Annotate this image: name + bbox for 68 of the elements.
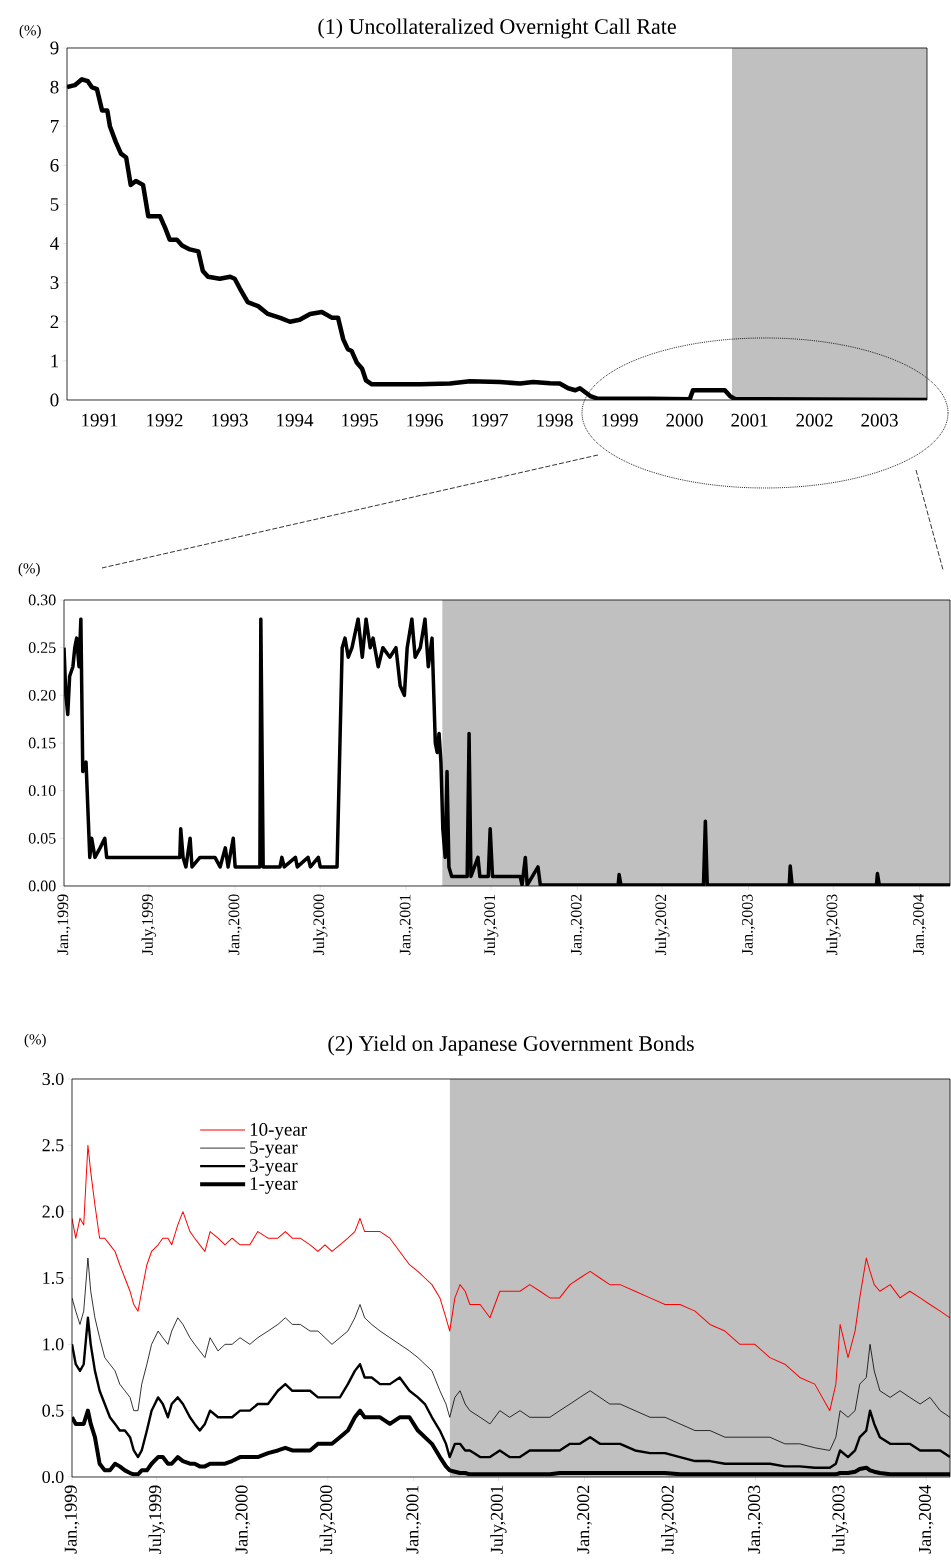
y-tick-label: 0.25 xyxy=(28,642,56,654)
y-tick-label: 0 xyxy=(50,393,59,407)
y-tick-label: 2.5 xyxy=(42,1139,64,1152)
x-tick-label: 1996 xyxy=(407,413,443,427)
y-tick-label: 3 xyxy=(50,276,59,290)
x-tick-label: 2002 xyxy=(796,413,833,427)
x-tick-label: Jan.,1999 xyxy=(57,894,71,955)
y-tick-label: 0.00 xyxy=(28,880,56,892)
y-axis-title: (%) xyxy=(18,562,40,577)
x-tick-label: 2000 xyxy=(666,413,703,427)
x-tick-label: July,2003 xyxy=(831,1485,849,1554)
x-tick-label: 1995 xyxy=(342,413,378,427)
y-tick-label: 4 xyxy=(50,237,59,250)
x-tick-label: July,2002 xyxy=(661,1485,678,1554)
y-tick-label: 1.0 xyxy=(43,1338,64,1351)
y-tick-label: 0.05 xyxy=(28,832,56,844)
y-tick-label: 8 xyxy=(50,80,59,94)
y-tick-label: 0.5 xyxy=(42,1404,64,1417)
x-tick-label: July,2003 xyxy=(826,894,841,956)
x-tick-label: Jan.,2004 xyxy=(918,1485,934,1554)
x-tick-label: 1993 xyxy=(212,413,248,427)
x-tick-label: July,2001 xyxy=(490,1485,507,1554)
y-tick-label: 0.15 xyxy=(28,737,56,749)
x-tick-label: July,1999 xyxy=(148,1485,165,1554)
y-tick-label: 0.0 xyxy=(42,1470,64,1484)
legend-label: 1-year xyxy=(250,1177,298,1194)
x-tick-label: Jan.,2004 xyxy=(913,894,927,955)
y-tick-label: 3.0 xyxy=(42,1072,64,1086)
x-tick-label: Jan.,2001 xyxy=(406,1485,422,1554)
chart-title: (2) Yield on Japanese Government Bonds xyxy=(328,1035,694,1056)
legend-label: 3-year xyxy=(250,1159,298,1176)
x-tick-label: Jan.,2003 xyxy=(741,894,756,955)
y-axis-title: (%) xyxy=(24,1033,46,1048)
y-tick-label: 0.20 xyxy=(28,689,56,701)
x-tick-label: 1994 xyxy=(277,413,314,427)
x-tick-label: 2003 xyxy=(861,413,898,427)
x-tick-label: Jan.,2000 xyxy=(228,894,242,955)
x-tick-label: July,2002 xyxy=(654,894,670,956)
x-tick-label: 1991 xyxy=(82,413,118,427)
x-tick-label: 1997 xyxy=(472,413,508,427)
x-tick-label: Jan.,2002 xyxy=(577,1485,592,1554)
x-tick-label: 1999 xyxy=(602,413,638,427)
x-tick-label: 1998 xyxy=(537,413,573,427)
y-tick-label: 6 xyxy=(50,158,59,172)
x-tick-label: Jan.,2001 xyxy=(399,894,413,955)
y-axis-title: (%) xyxy=(19,24,41,39)
legend-label: 5-year xyxy=(250,1141,298,1158)
x-tick-label: Jan.,2002 xyxy=(570,894,584,955)
x-tick-label: July,1999 xyxy=(141,894,157,956)
x-tick-label: 2001 xyxy=(731,413,768,427)
y-tick-label: 1 xyxy=(51,354,59,368)
x-tick-label: July,2001 xyxy=(483,894,499,956)
y-tick-label: 9 xyxy=(50,41,59,55)
y-tick-label: 5 xyxy=(50,198,59,211)
x-tick-label: Jan.,2003 xyxy=(748,1485,763,1554)
x-tick-label: July,2000 xyxy=(319,1485,336,1554)
x-tick-label: July,2000 xyxy=(312,894,328,956)
y-tick-label: 0.30 xyxy=(28,594,56,606)
y-tick-label: 2.0 xyxy=(42,1205,64,1218)
chart-title: (1) Uncollateralized Overnight Call Rate xyxy=(318,18,676,39)
x-tick-label: Jan.,2000 xyxy=(235,1485,251,1554)
legend-label: 10-year xyxy=(250,1123,307,1140)
y-tick-label: 7 xyxy=(50,120,59,133)
x-tick-label: Jan.,1999 xyxy=(64,1485,80,1554)
y-tick-label: 0.10 xyxy=(28,785,56,797)
x-tick-label: 1992 xyxy=(147,413,183,427)
y-tick-label: 2 xyxy=(50,315,59,329)
y-tick-label: 1.5 xyxy=(43,1271,64,1285)
